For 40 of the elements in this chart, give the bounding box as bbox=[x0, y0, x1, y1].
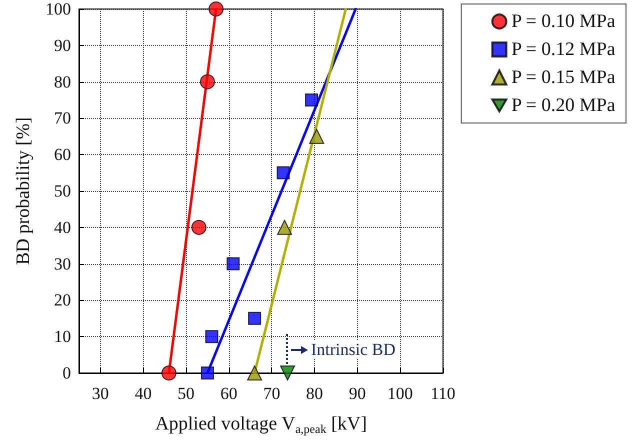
legend-label: P = 0.15 MPa bbox=[511, 67, 616, 88]
y-tick-label: 60 bbox=[54, 145, 71, 164]
point bbox=[305, 94, 318, 106]
y-tick-label: 0 bbox=[62, 364, 71, 382]
x-tick-label: 100 bbox=[387, 384, 413, 403]
y-tick-label: 20 bbox=[54, 290, 71, 310]
point bbox=[309, 128, 324, 144]
legend-label: P = 0.10 MPa bbox=[511, 11, 616, 32]
y-tick-label: 10 bbox=[54, 327, 71, 346]
point bbox=[200, 366, 214, 380]
point bbox=[205, 330, 218, 344]
x-tick-label: 30 bbox=[92, 384, 109, 403]
point bbox=[208, 2, 224, 16]
annotation: Intrinsic BD bbox=[311, 340, 396, 359]
x-tick-label: 90 bbox=[348, 384, 366, 403]
point bbox=[277, 220, 292, 235]
point bbox=[247, 366, 262, 380]
y-tick-label: 100 bbox=[46, 0, 71, 18]
y-tick-label: 80 bbox=[54, 72, 71, 92]
x-tick-label: 110 bbox=[430, 384, 456, 403]
point bbox=[200, 74, 215, 90]
y-tick-label: 90 bbox=[54, 36, 71, 55]
y-tick-label: 40 bbox=[54, 218, 71, 237]
point bbox=[276, 166, 290, 180]
x-tick-label: 50 bbox=[178, 384, 195, 403]
x-tick-label: 60 bbox=[220, 384, 238, 403]
y-tick-label: 70 bbox=[54, 108, 71, 128]
x-tick-label: 70 bbox=[263, 384, 280, 403]
x-tick-label: 80 bbox=[306, 384, 324, 403]
point bbox=[248, 312, 262, 325]
y-tick-label: 30 bbox=[54, 254, 71, 274]
legend-label: P = 0.20 MPa bbox=[511, 95, 616, 116]
point bbox=[226, 257, 240, 270]
legend-label: P = 0.12 MPa bbox=[511, 39, 616, 60]
point bbox=[161, 366, 176, 380]
x-tick-label: 40 bbox=[134, 384, 152, 403]
point bbox=[280, 366, 296, 380]
y-axis-title: BD probability [%] bbox=[13, 117, 34, 265]
point bbox=[191, 220, 206, 235]
y-tick-label: 50 bbox=[54, 182, 71, 200]
